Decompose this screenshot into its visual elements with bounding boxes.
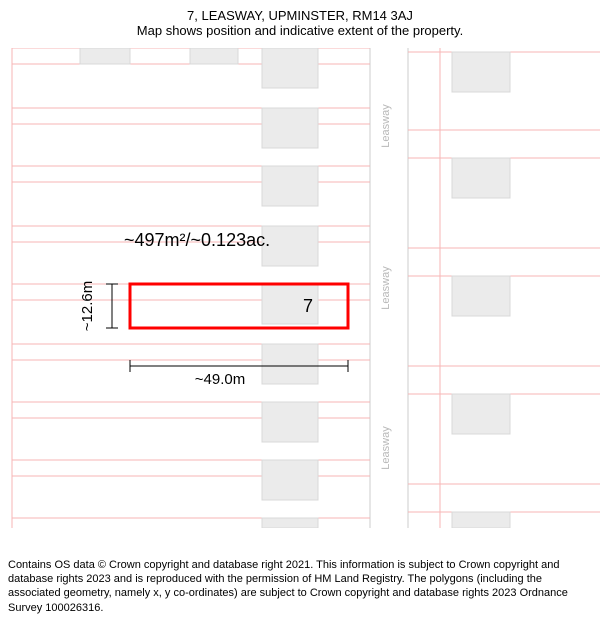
- page-subtitle: Map shows position and indicative extent…: [10, 23, 590, 38]
- property-map-svg: Leasway Leasway Leasway 7 ~497m²/~0.123ac. ~1…: [0, 48, 600, 528]
- svg-text:~12.6m: ~12.6m: [79, 281, 96, 331]
- svg-text:~49.0m: ~49.0m: [195, 371, 245, 388]
- map-canvas: Leasway Leasway Leasway 7 ~497m²/~0.123ac. ~1…: [0, 48, 600, 528]
- svg-text:~497m²/~0.123ac.: ~497m²/~0.123ac.: [124, 230, 270, 250]
- svg-text:Leasway: Leasway: [380, 104, 392, 148]
- header: 7, LEASWAY, UPMINSTER, RM14 3AJ Map show…: [0, 0, 600, 42]
- svg-text:Leasway: Leasway: [380, 426, 392, 470]
- svg-text:7: 7: [303, 296, 313, 316]
- attribution-footer: Contains OS data © Crown copyright and d…: [0, 552, 600, 625]
- page-title: 7, LEASWAY, UPMINSTER, RM14 3AJ: [10, 8, 590, 23]
- svg-text:Leasway: Leasway: [380, 266, 392, 310]
